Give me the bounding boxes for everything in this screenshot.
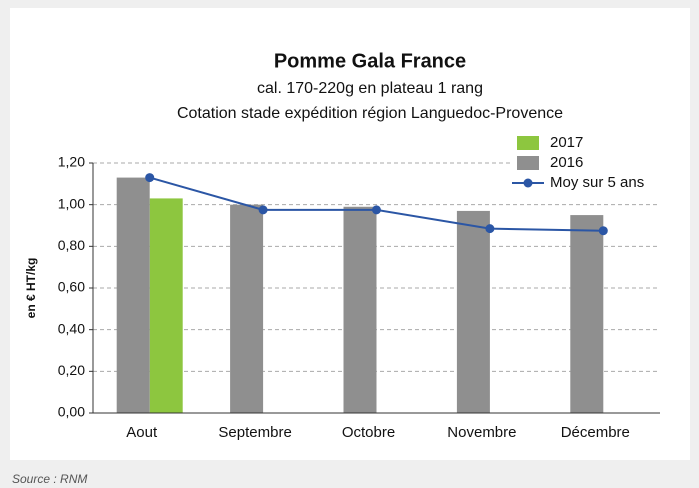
legend-label: 2017 [550,134,583,151]
legend-label: Moy sur 5 ans [550,174,644,191]
y-tick-label: 1,20 [58,154,85,170]
x-tick-label: Septembre [218,424,291,441]
legend-swatch [517,136,539,150]
y-tick-label: 0,60 [58,279,85,295]
y-tick-label: 0,40 [58,320,85,336]
bar [570,215,604,413]
x-tick-label: Octobre [342,424,395,441]
y-tick-label: 0,20 [58,362,85,378]
y-axis-label: en € HT/kg [24,258,38,319]
line-point [598,226,608,236]
bar [230,204,264,413]
bar [116,177,150,413]
y-tick-label: 0,00 [58,404,85,420]
y-tick-label: 1,00 [58,195,85,211]
legend-label: 2016 [550,154,583,171]
line-point [145,173,155,183]
chart-subtitle: Cotation stade expédition région Langued… [177,105,563,122]
legend-swatch [517,156,539,170]
y-tick-label: 0,80 [58,237,85,253]
line-point [258,205,268,215]
x-tick-label: Décembre [561,424,630,441]
line-point [372,205,381,215]
x-tick-label: Aout [126,424,158,441]
bar [149,198,183,413]
x-tick-label: Novembre [447,424,516,441]
chart-title: Pomme Gala France [274,50,466,72]
legend-swatch [523,178,533,188]
source: Source : RNM [12,472,87,486]
bar [456,210,490,413]
bar [343,206,377,413]
chart-subtitle: cal. 170-220g en plateau 1 rang [257,80,483,97]
line-point [485,224,495,234]
